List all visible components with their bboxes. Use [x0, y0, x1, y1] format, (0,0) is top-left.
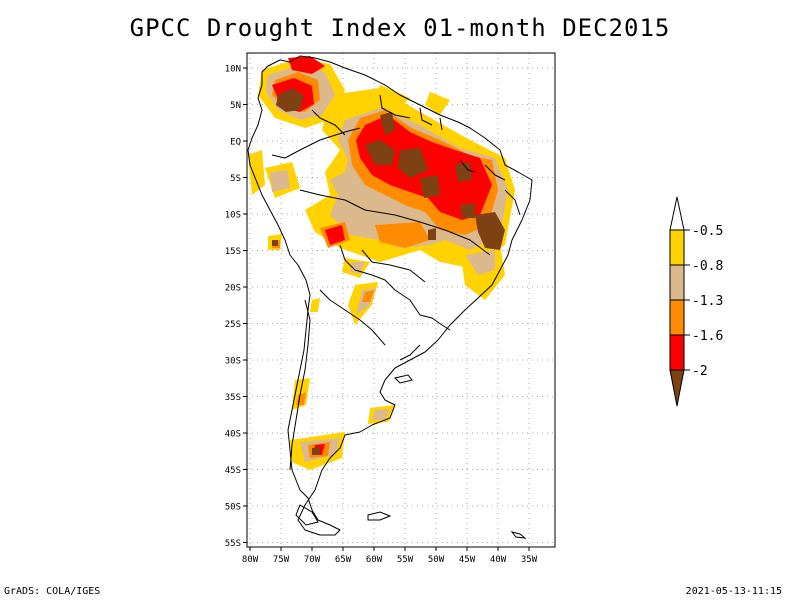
islands [295, 374, 527, 539]
lon-label: 60W [366, 555, 383, 565]
legend-swatch-c4 [669, 334, 685, 371]
lat-label: 10S [225, 211, 241, 221]
lon-label: 50W [428, 555, 445, 565]
lon-label: 40W [490, 555, 507, 565]
lon-label: 70W [304, 555, 321, 565]
footer-timestamp: 2021-05-13-11:15 [685, 586, 782, 597]
lat-label: 35S [225, 393, 241, 403]
lat-label: 10N [225, 65, 241, 75]
legend-label: -1.3 [692, 294, 723, 309]
legend-swatch-c3 [669, 299, 685, 336]
lon-label: 80W [242, 555, 259, 565]
legend-swatch-c1 [669, 229, 685, 266]
longitude-labels: 80W 75W 70W 65W 60W 55W 50W 45W 40W 35W [242, 555, 538, 565]
map-frame [246, 52, 556, 548]
lon-label: 75W [273, 555, 290, 565]
legend-label: -0.5 [692, 224, 723, 239]
graticule [243, 53, 555, 551]
lat-label: 50S [225, 503, 241, 513]
lat-label: 45S [225, 466, 241, 476]
coastline [247, 55, 533, 536]
lon-label: 55W [397, 555, 414, 565]
map-title: GPCC Drought Index 01-month DEC2015 [129, 14, 671, 42]
legend-swatch-above [669, 196, 685, 231]
legend-swatch-c2 [669, 264, 685, 301]
lat-label: 25S [225, 320, 241, 330]
lat-label: 20S [225, 284, 241, 294]
lat-label: EQ [230, 138, 241, 148]
lon-label: 65W [335, 555, 352, 565]
lat-label: 5N [230, 101, 241, 111]
legend-label: -0.8 [692, 259, 723, 274]
latitude-labels: 10N 5N EQ 5S 10S 15S 20S 25S 30S 35S 40S 45S 50S 55S [225, 65, 241, 550]
legend-label: -1.6 [692, 329, 723, 344]
lon-label: 45W [459, 555, 476, 565]
lat-label: 30S [225, 357, 241, 367]
color-legend: -0.5 -0.8 -1.3 -1.6 -2 [669, 196, 723, 407]
legend-label: -2 [692, 364, 708, 379]
lat-label: 15S [225, 247, 241, 257]
lat-label: 5S [230, 174, 241, 184]
lon-label: 35W [521, 555, 538, 565]
drought-shading-brown [272, 88, 505, 455]
lat-label: 40S [225, 430, 241, 440]
footer-credit: GrADS: COLA/IGES [4, 586, 101, 597]
legend-swatch-c5 [669, 369, 685, 407]
lat-label: 55S [225, 539, 241, 549]
